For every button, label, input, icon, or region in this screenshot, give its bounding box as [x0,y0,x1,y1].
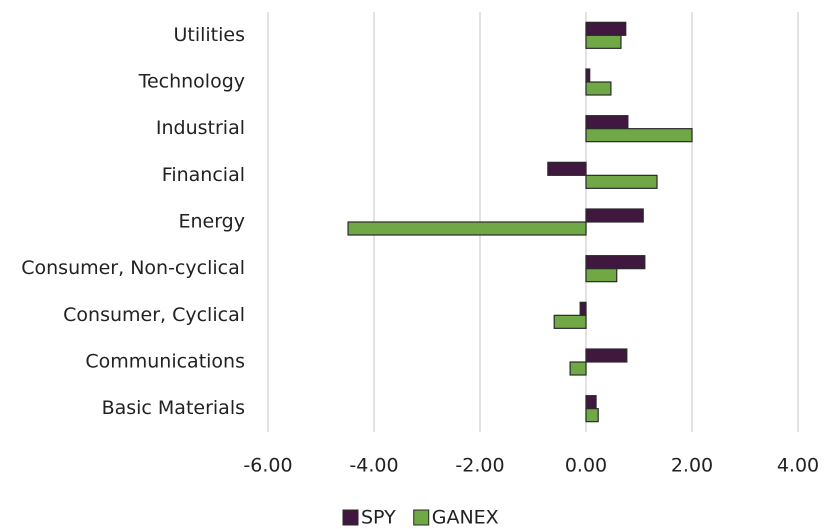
y-tick-label: Utilities [173,24,245,46]
x-tick-label: -6.00 [243,455,292,477]
bar [547,161,587,176]
y-tick-label: Communications [85,351,245,373]
bar [585,174,658,189]
bar [585,255,646,270]
bar [585,68,591,83]
bar [585,395,597,410]
y-tick-label: Basic Materials [102,397,245,419]
y-tick-label: Technology [138,71,245,93]
legend-swatch [413,509,430,526]
y-tick-label: Consumer, Cyclical [63,304,245,326]
y-tick-label: Industrial [156,117,245,139]
bar [585,408,599,423]
x-tick-label: 2.00 [671,455,713,477]
legend-label: GANEX [432,507,499,529]
bar [585,128,693,143]
y-tick-label: Energy [178,211,245,233]
y-tick-label: Consumer, Non-cyclical [21,257,245,279]
bar [585,34,622,49]
legend-label: SPY [361,507,396,529]
bar [347,221,587,236]
x-tick-label: 0.00 [565,455,607,477]
bar [585,268,618,283]
bar [585,348,628,363]
bar [585,115,629,130]
x-tick-label: 4.00 [777,455,819,477]
bar [569,361,587,376]
bar [585,208,644,223]
bar [585,21,627,36]
legend-swatch [342,509,359,526]
bar [553,314,587,329]
bar [585,81,612,96]
x-tick-label: -4.00 [349,455,398,477]
bar [579,301,587,316]
x-tick-label: -2.00 [455,455,504,477]
y-tick-label: Financial [162,164,245,186]
